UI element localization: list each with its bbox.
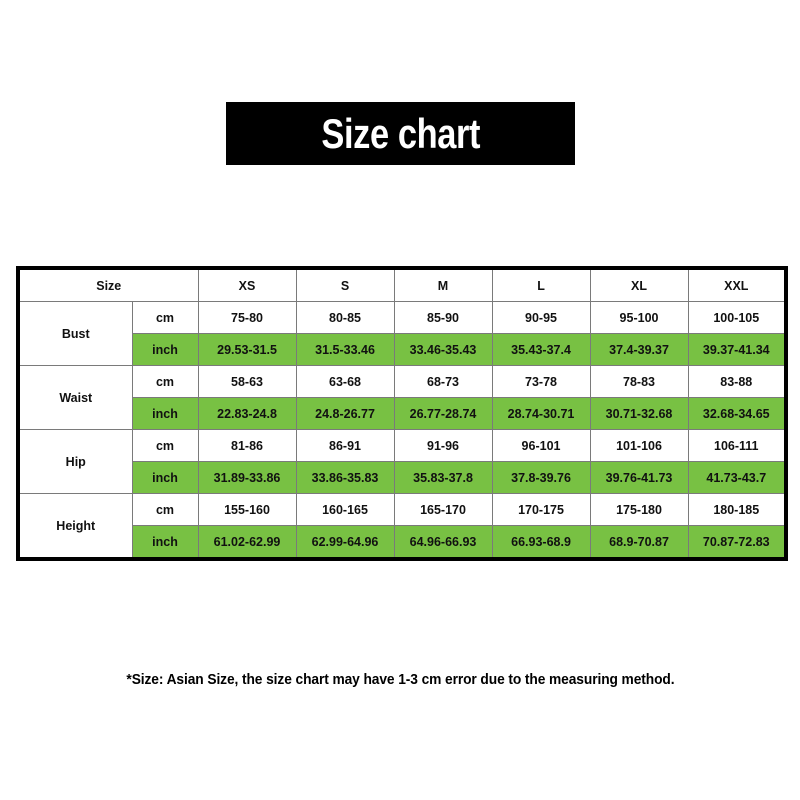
cell-waist-cm-xxl: 83-88 xyxy=(687,365,787,398)
cell-bust-inch-xl: 37.4-39.37 xyxy=(589,333,689,366)
cell-waist-inch-m: 26.77-28.74 xyxy=(393,397,493,430)
header-col-s: S xyxy=(295,267,395,302)
table-row: inch 61.02-62.99 62.99-64.96 64.96-66.93… xyxy=(18,525,787,560)
cell-height-inch-xl: 68.9-70.87 xyxy=(589,525,689,560)
size-chart-footnote: *Size: Asian Size, the size chart may ha… xyxy=(0,672,800,688)
header-size-label: Size xyxy=(17,267,199,302)
cell-height-cm-xs: 155-160 xyxy=(197,493,297,526)
header-col-m: M xyxy=(393,267,493,302)
cell-hip-inch-m: 35.83-37.8 xyxy=(393,461,493,494)
table-header-row: Size XS S M L XL XXL xyxy=(17,267,787,302)
cell-hip-cm-l: 96-101 xyxy=(491,429,591,462)
cell-hip-cm-xl: 101-106 xyxy=(589,429,689,462)
cell-hip-cm-xs: 81-86 xyxy=(197,429,297,462)
cell-hip-inch-l: 37.8-39.76 xyxy=(491,461,591,494)
header-col-xs: XS xyxy=(197,267,297,302)
footnote-text: *Size: Asian Size, the size chart may ha… xyxy=(125,672,675,688)
cell-height-inch-xxl: 70.87-72.83 xyxy=(687,525,787,560)
cell-bust-inch-l: 35.43-37.4 xyxy=(491,333,591,366)
cell-height-inch-m: 64.96-66.93 xyxy=(393,525,493,560)
row-label-height: Height xyxy=(17,493,133,560)
unit-label-inch: inch xyxy=(131,397,199,430)
unit-label-cm: cm xyxy=(131,429,199,462)
unit-label-inch: inch xyxy=(131,525,199,560)
cell-bust-inch-s: 31.5-33.46 xyxy=(295,333,395,366)
unit-label-inch: inch xyxy=(131,333,199,366)
cell-height-cm-l: 170-175 xyxy=(491,493,591,526)
cell-hip-inch-xxl: 41.73-43.7 xyxy=(687,461,787,494)
cell-bust-cm-xxl: 100-105 xyxy=(687,301,787,334)
row-label-waist: Waist xyxy=(17,365,133,430)
header-col-xl: XL xyxy=(589,267,689,302)
table-header: Size XS S M L XL XXL xyxy=(17,267,787,302)
size-chart-table: Size XS S M L XL XXL Bust cm 75-80 80-85… xyxy=(16,266,789,561)
unit-label-inch: inch xyxy=(131,461,199,494)
cell-waist-cm-s: 63-68 xyxy=(295,365,395,398)
cell-height-inch-xs: 61.02-62.99 xyxy=(197,525,297,560)
cell-height-cm-xl: 175-180 xyxy=(589,493,689,526)
unit-label-cm: cm xyxy=(131,493,199,526)
cell-waist-inch-l: 28.74-30.71 xyxy=(491,397,591,430)
table-row: inch 22.83-24.8 24.8-26.77 26.77-28.74 2… xyxy=(18,397,787,430)
cell-height-cm-m: 165-170 xyxy=(393,493,493,526)
row-label-hip: Hip xyxy=(17,429,133,494)
cell-hip-inch-xs: 31.89-33.86 xyxy=(197,461,297,494)
table-row: inch 29.53-31.5 31.5-33.46 33.46-35.43 3… xyxy=(18,333,787,366)
cell-hip-cm-s: 86-91 xyxy=(295,429,395,462)
cell-bust-cm-m: 85-90 xyxy=(393,301,493,334)
cell-bust-cm-s: 80-85 xyxy=(295,301,395,334)
table-row: inch 31.89-33.86 33.86-35.83 35.83-37.8 … xyxy=(18,461,787,494)
cell-waist-cm-xl: 78-83 xyxy=(589,365,689,398)
size-chart-title-banner: Size chart xyxy=(226,102,575,165)
unit-label-cm: cm xyxy=(131,365,199,398)
table-row: Hip cm 81-86 86-91 91-96 96-101 101-106 … xyxy=(17,429,787,494)
row-label-bust: Bust xyxy=(17,301,133,366)
cell-bust-cm-xs: 75-80 xyxy=(197,301,297,334)
cell-waist-cm-l: 73-78 xyxy=(491,365,591,398)
header-col-l: L xyxy=(491,267,591,302)
cell-waist-inch-xxl: 32.68-34.65 xyxy=(687,397,787,430)
table-row: Bust cm 75-80 80-85 85-90 90-95 95-100 1… xyxy=(17,301,787,366)
cell-height-inch-l: 66.93-68.9 xyxy=(491,525,591,560)
cell-bust-inch-xxl: 39.37-41.34 xyxy=(687,333,787,366)
unit-label-cm: cm xyxy=(131,301,199,334)
cell-bust-cm-xl: 95-100 xyxy=(589,301,689,334)
cell-waist-cm-m: 68-73 xyxy=(393,365,493,398)
header-col-xxl: XXL xyxy=(687,267,787,302)
cell-hip-inch-xl: 39.76-41.73 xyxy=(589,461,689,494)
cell-waist-inch-xs: 22.83-24.8 xyxy=(197,397,297,430)
cell-height-cm-xxl: 180-185 xyxy=(687,493,787,526)
cell-waist-inch-xl: 30.71-32.68 xyxy=(589,397,689,430)
cell-bust-cm-l: 90-95 xyxy=(491,301,591,334)
cell-waist-cm-xs: 58-63 xyxy=(197,365,297,398)
cell-bust-inch-m: 33.46-35.43 xyxy=(393,333,493,366)
cell-waist-inch-s: 24.8-26.77 xyxy=(295,397,395,430)
cell-hip-cm-xxl: 106-111 xyxy=(687,429,787,462)
size-chart-table-container: Size XS S M L XL XXL Bust cm 75-80 80-85… xyxy=(16,266,789,561)
cell-bust-inch-xs: 29.53-31.5 xyxy=(197,333,297,366)
table-body: Bust cm 75-80 80-85 85-90 90-95 95-100 1… xyxy=(17,301,787,560)
cell-height-cm-s: 160-165 xyxy=(295,493,395,526)
cell-height-inch-s: 62.99-64.96 xyxy=(295,525,395,560)
table-row: Waist cm 58-63 63-68 68-73 73-78 78-83 8… xyxy=(17,365,787,430)
table-row: Height cm 155-160 160-165 165-170 170-17… xyxy=(17,493,787,560)
page-title: Size chart xyxy=(321,109,480,157)
cell-hip-cm-m: 91-96 xyxy=(393,429,493,462)
cell-hip-inch-s: 33.86-35.83 xyxy=(295,461,395,494)
